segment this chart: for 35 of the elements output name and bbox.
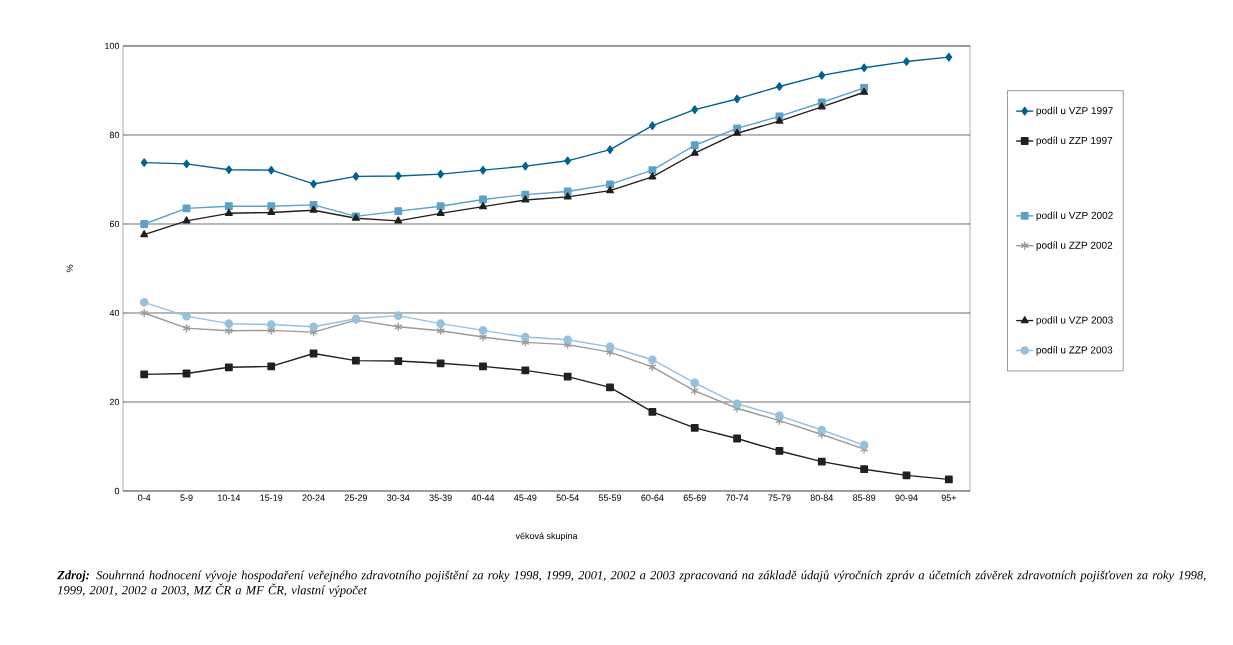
x-tick-label: 55-59	[598, 494, 622, 501]
x-tick-label: 35-39	[429, 494, 452, 501]
y-tick-label: 100	[105, 42, 120, 50]
x-axis-title: věková skupina	[515, 532, 578, 541]
legend-label: podíl u ZZP 2002	[1036, 241, 1113, 251]
x-tick-label: 70-74	[726, 494, 749, 501]
y-tick-label: 80	[109, 131, 120, 139]
x-tick-label: 0-4	[138, 494, 151, 501]
x-tick-label: 85-89	[853, 494, 876, 501]
x-tick-label: 80-84	[810, 494, 834, 501]
x-tick-label: 60-64	[641, 494, 664, 501]
x-tick-label: 30-34	[387, 494, 410, 501]
x-tick-label: 25-29	[344, 494, 368, 501]
y-tick-label: 20	[109, 398, 120, 406]
x-tick-label: 10-14	[218, 494, 241, 501]
x-tick-label: 40-44	[471, 494, 495, 501]
text: Zdroj: Souhrnná hodnocení vývoje hospodaření veřejného zdravotního pojištění za roky 1998, 1999, 2001, 2002 a 2003 zpracovaná na základě údajů výročních zpráv a účetních závěrek zdravotních pojišťoven za roky 1998, 1999, 2001, 2002 a 2003, MZ ČR a MF ČR, vlastní výpočet	[57, 570, 1206, 597]
x-tick-label: 45-49	[514, 494, 537, 501]
x-tick-label: 65-69	[683, 494, 706, 501]
x-tick-label: 50-54	[556, 494, 579, 501]
x-tick-label: 90-94	[895, 494, 918, 501]
legend-label: podíl u ZZP 2003	[1036, 346, 1113, 356]
x-tick-label: 15-19	[260, 494, 283, 501]
legend-label: podíl u VZP 2002	[1036, 211, 1113, 221]
legend-label: podíl u ZZP 1997	[1036, 136, 1113, 146]
y-tick-label: 60	[109, 220, 120, 228]
y-tick-label: 0	[114, 487, 120, 495]
x-tick-label: 20-24	[302, 494, 325, 501]
y-tick-label: 40	[109, 309, 120, 317]
y-axis-title: %	[66, 264, 73, 273]
legend-label: podíl u VZP 1997	[1036, 106, 1113, 117]
legend-label: podíl u VZP 2003	[1036, 316, 1113, 326]
x-tick-label: 75-79	[768, 494, 791, 501]
x-tick-label: 5-9	[180, 494, 193, 501]
x-tick-label: 95+	[941, 494, 957, 501]
